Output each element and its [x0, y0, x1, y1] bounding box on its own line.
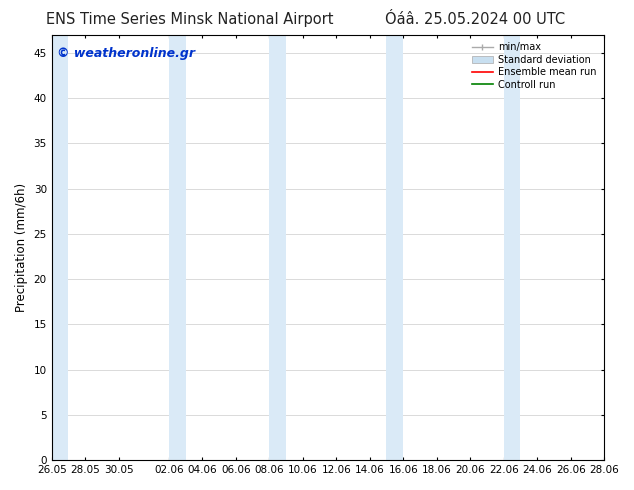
Bar	[169, 35, 186, 460]
Bar	[51, 35, 68, 460]
Bar	[503, 35, 521, 460]
Bar	[269, 35, 286, 460]
Y-axis label: Precipitation (mm/6h): Precipitation (mm/6h)	[15, 183, 28, 312]
Bar	[387, 35, 403, 460]
Legend: min/max, Standard deviation, Ensemble mean run, Controll run: min/max, Standard deviation, Ensemble me…	[469, 40, 599, 93]
Text: ENS Time Series Minsk National Airport: ENS Time Series Minsk National Airport	[46, 12, 334, 27]
Text: © weatheronline.gr: © weatheronline.gr	[57, 48, 195, 60]
Text: Óáâ. 25.05.2024 00 UTC: Óáâ. 25.05.2024 00 UTC	[385, 12, 566, 27]
